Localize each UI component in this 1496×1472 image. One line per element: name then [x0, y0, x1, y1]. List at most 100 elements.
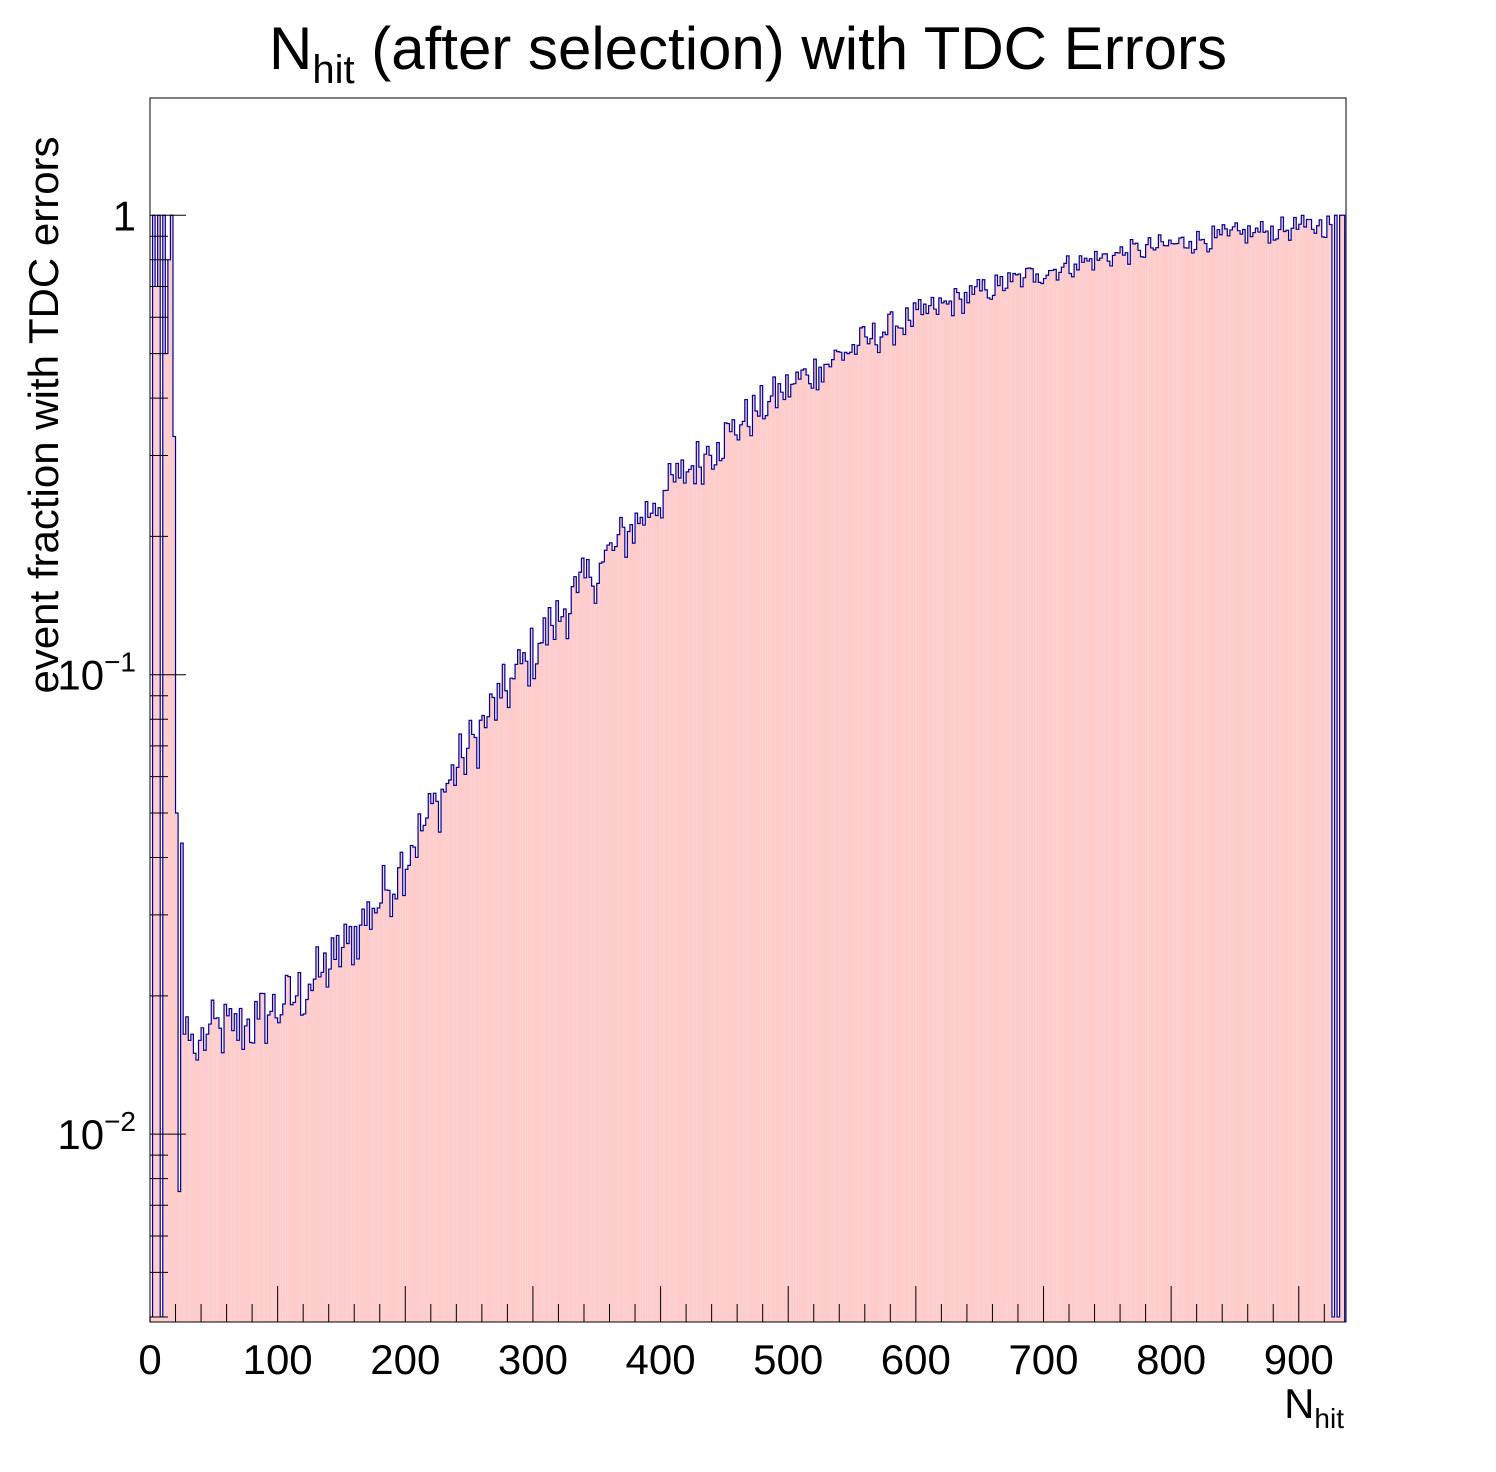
- histogram-bar-358: [1063, 263, 1067, 1322]
- histogram-bar-91: [382, 865, 385, 1322]
- histogram-bar-385: [1132, 243, 1136, 1323]
- histogram-bar-148: [527, 685, 531, 1322]
- histogram-bar-274: [849, 352, 853, 1322]
- histogram-bar-464: [1334, 215, 1338, 1322]
- histogram-bar-211: [688, 469, 692, 1323]
- histogram-bar-227: [729, 431, 733, 1323]
- histogram-bar-48: [272, 994, 276, 1322]
- histogram-bar-95: [392, 894, 396, 1322]
- histogram-bar-168: [578, 572, 582, 1322]
- histogram-bar-238: [757, 416, 761, 1323]
- histogram-bar-434: [1257, 232, 1261, 1322]
- histogram-bar-337: [1010, 281, 1013, 1322]
- histogram-bar-63: [310, 990, 314, 1322]
- histogram-bar-187: [627, 531, 630, 1322]
- histogram-bar-256: [803, 368, 807, 1322]
- x-tick-label: 400: [626, 1336, 696, 1383]
- x-tick-label: 600: [881, 1336, 951, 1383]
- histogram-bar-263: [821, 381, 824, 1322]
- histogram-bar-281: [867, 343, 870, 1322]
- histogram-bar-13: [183, 1034, 186, 1322]
- histogram-bar-36: [241, 1049, 245, 1322]
- histogram-bar-386: [1135, 243, 1138, 1322]
- histogram-bar-357: [1061, 267, 1064, 1322]
- histogram-bar-213: [693, 483, 697, 1323]
- histogram-bar-180: [609, 542, 613, 1322]
- histogram-bar-290: [890, 311, 893, 1323]
- histogram-bar-379: [1117, 252, 1121, 1323]
- histogram-bar-243: [770, 395, 773, 1323]
- histogram-bar-85: [366, 901, 370, 1322]
- histogram-bar-232: [742, 421, 745, 1323]
- histogram-bar-293: [897, 327, 901, 1322]
- histogram-bar-119: [453, 785, 457, 1322]
- histogram-bar-151: [535, 663, 539, 1322]
- histogram-bar-62: [308, 984, 311, 1322]
- histogram-bar-234: [747, 426, 750, 1323]
- histogram-bar-340: [1017, 273, 1021, 1323]
- histogram-bar-456: [1314, 233, 1317, 1322]
- histogram-bar-348: [1038, 282, 1041, 1322]
- histogram-bar-146: [522, 652, 526, 1322]
- histogram-bar-462: [1329, 224, 1332, 1323]
- histogram-bar-356: [1058, 272, 1062, 1323]
- histogram-bar-374: [1104, 253, 1108, 1323]
- x-tick-label: 500: [753, 1336, 823, 1383]
- histogram-bar-460: [1324, 237, 1327, 1323]
- y-tick-label: 1: [113, 192, 136, 239]
- histogram-bar-343: [1025, 268, 1029, 1322]
- histogram-bar-198: [655, 515, 659, 1322]
- histogram-bar-114: [441, 789, 444, 1322]
- histogram-bar-120: [456, 767, 459, 1322]
- histogram-bar-79: [351, 964, 355, 1322]
- histogram-bar-406: [1186, 248, 1189, 1323]
- y-tick-label: 10−1: [57, 647, 136, 699]
- histogram-bar-11: [178, 1191, 181, 1322]
- histogram-bar-442: [1278, 229, 1281, 1322]
- histogram-bar-311: [943, 301, 947, 1322]
- histogram-bar-428: [1242, 229, 1246, 1322]
- histogram-bar-172: [589, 577, 592, 1322]
- histogram-bar-124: [466, 748, 470, 1322]
- histogram-bar-400: [1171, 243, 1174, 1322]
- histogram-bar-421: [1224, 228, 1228, 1322]
- histogram-bar-214: [696, 441, 699, 1322]
- histogram-bar-123: [464, 774, 467, 1322]
- histogram-bar-206: [675, 463, 679, 1323]
- histogram-bar-190: [635, 513, 638, 1322]
- histogram-bar-252: [793, 383, 796, 1322]
- histogram-bar-106: [420, 830, 424, 1322]
- histogram-bar-203: [668, 463, 671, 1322]
- histogram-bar-361: [1071, 276, 1075, 1322]
- histogram-bar-57: [295, 995, 299, 1322]
- histogram-bar-18: [195, 1059, 199, 1322]
- histogram-bar-145: [520, 663, 523, 1322]
- histogram-bar-126: [471, 734, 475, 1322]
- histogram-bar-169: [581, 558, 584, 1322]
- histogram-bar-270: [839, 352, 842, 1322]
- histogram-bar-305: [928, 305, 932, 1322]
- histogram-bar-448: [1293, 217, 1297, 1323]
- histogram-bar-423: [1229, 229, 1233, 1323]
- histogram-bar-88: [374, 912, 378, 1322]
- histogram-bar-376: [1109, 265, 1113, 1322]
- histogram-bar-251: [790, 384, 794, 1322]
- histogram-bar-20: [201, 1027, 204, 1322]
- histogram-bar-49: [275, 1017, 278, 1322]
- histogram-bar-241: [765, 415, 768, 1322]
- histogram-bar-74: [338, 966, 342, 1322]
- histogram-bar-147: [525, 661, 528, 1322]
- histogram-bar-216: [701, 484, 704, 1323]
- histogram-bar-346: [1033, 282, 1036, 1322]
- histogram-bar-78: [349, 926, 352, 1322]
- histogram-bar-258: [808, 383, 812, 1323]
- histogram-bar-407: [1189, 241, 1192, 1323]
- histogram-bar-59: [300, 1015, 304, 1322]
- histogram-bar-229: [734, 434, 738, 1322]
- histogram-bar-235: [749, 435, 753, 1322]
- histogram-bar-141: [509, 678, 513, 1322]
- histogram-bar-289: [887, 314, 891, 1322]
- histogram-bar-265: [826, 364, 830, 1323]
- histogram-bar-212: [691, 465, 694, 1322]
- histogram-bar-104: [415, 857, 419, 1322]
